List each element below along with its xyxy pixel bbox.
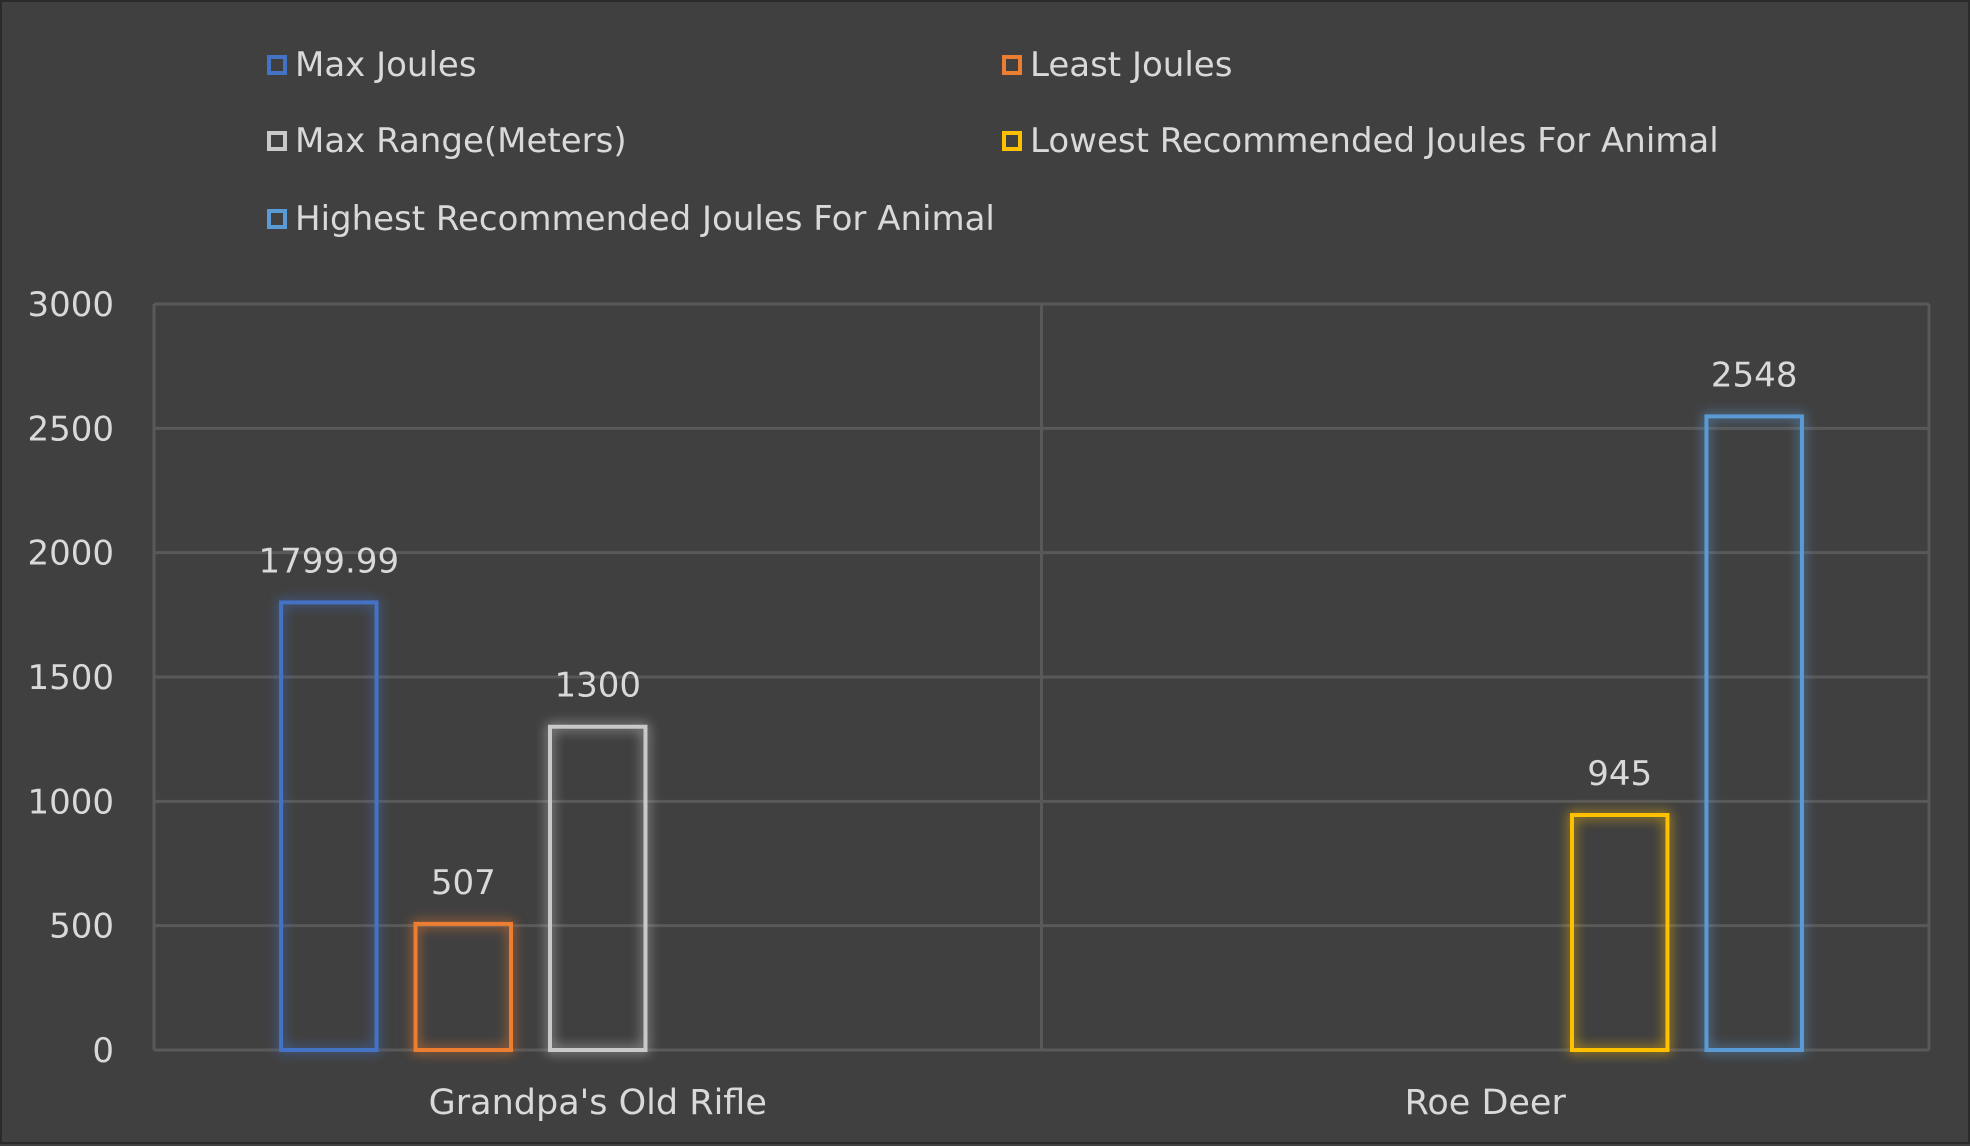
legend-item: Highest Recommended Joules For Animal <box>267 194 995 244</box>
y-tick-label: 3000 <box>27 285 114 325</box>
legend-label: Least Joules <box>1030 45 1233 85</box>
legend-item: Max Range(Meters) <box>267 116 627 166</box>
y-tick-label: 2500 <box>27 409 114 449</box>
legend-label: Max Range(Meters) <box>295 121 627 161</box>
y-tick-label: 0 <box>92 1031 114 1071</box>
bar <box>548 724 648 1052</box>
bar <box>1704 414 1804 1052</box>
legend-item: Lowest Recommended Joules For Animal <box>1002 116 1719 166</box>
legend-item: Least Joules <box>1002 40 1232 90</box>
legend-swatch <box>267 55 287 75</box>
data-label: 2548 <box>1711 355 1798 395</box>
x-tick-label: Roe Deer <box>1405 1083 1567 1123</box>
y-tick-label: 500 <box>49 907 114 947</box>
data-label: 1799.99 <box>259 541 400 581</box>
x-tick-label: Grandpa's Old Rifle <box>429 1083 767 1123</box>
legend-label: Highest Recommended Joules For Animal <box>295 199 995 239</box>
bar <box>413 921 514 1053</box>
y-tick-label: 1000 <box>27 782 114 822</box>
legend: Max Joules Least Joules Max Range(Meters) L… <box>267 40 1767 250</box>
legend-item: Max Joules <box>267 40 477 90</box>
legend-label: Lowest Recommended Joules For Animal <box>1030 121 1719 161</box>
y-tick-label: 1500 <box>27 658 114 698</box>
bar <box>279 600 379 1052</box>
legend-swatch <box>1002 131 1022 151</box>
data-label: 1300 <box>554 666 641 706</box>
legend-swatch <box>1002 55 1022 75</box>
legend-label: Max Joules <box>295 45 477 85</box>
legend-swatch <box>267 131 287 151</box>
data-label: 945 <box>1587 754 1652 794</box>
bar <box>1569 813 1670 1053</box>
data-label: 507 <box>431 863 496 903</box>
legend-swatch <box>267 209 287 229</box>
y-tick-label: 2000 <box>27 534 114 574</box>
